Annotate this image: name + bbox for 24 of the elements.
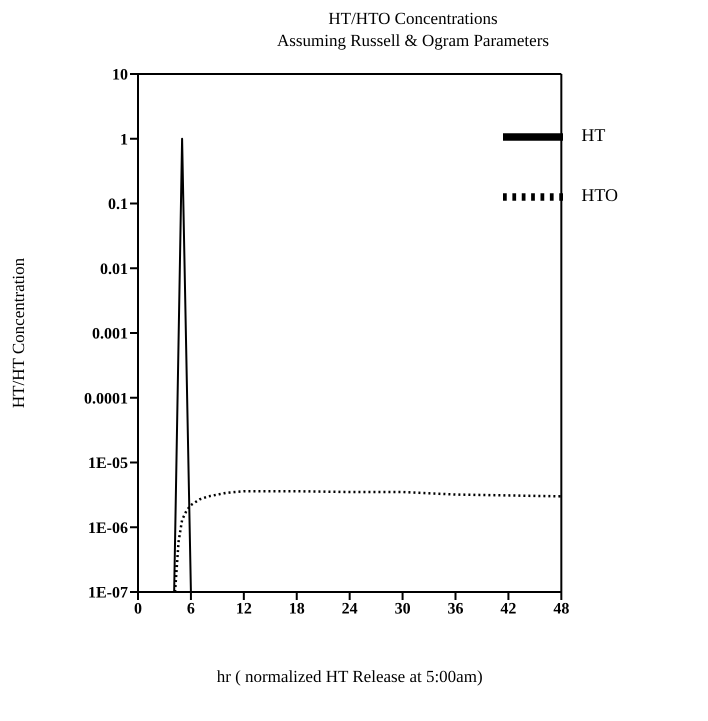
chart-subtitle: Assuming Russell & Ogram Parameters <box>276 30 550 52</box>
x-tick-label: 18 <box>288 600 305 618</box>
y-tick-label: 0.0001 <box>84 390 128 408</box>
x-tick-label: 48 <box>553 600 570 618</box>
x-tick-label: 24 <box>342 600 358 618</box>
y-tick-label: 0.001 <box>92 326 128 343</box>
x-tick-label: 30 <box>394 600 411 618</box>
x-tick-label: 36 <box>447 600 464 618</box>
x-tick-label: 12 <box>236 600 252 618</box>
x-axis-title: hr ( normalized HT Release at 5:00am) <box>216 667 483 686</box>
y-tick-label: 1 <box>120 131 128 148</box>
y-tick-label: 1E-06 <box>88 520 128 537</box>
y-tick-label: 1E-07 <box>88 584 128 602</box>
chart-title: HT/HTO Concentrations <box>327 8 499 30</box>
y-axis-title: HT/HT Concentration <box>9 257 28 408</box>
x-tick-label: 0 <box>134 600 142 618</box>
legend-label: HTO <box>581 185 618 206</box>
y-tick-label: 10 <box>112 66 128 84</box>
y-tick-label: 0.1 <box>108 196 128 214</box>
legend-label: HT <box>581 125 606 146</box>
y-tick-label: 0.01 <box>100 260 128 278</box>
x-tick-label: 6 <box>186 600 195 618</box>
x-tick-label: 42 <box>500 600 516 618</box>
y-tick-label: 1E-05 <box>88 455 128 472</box>
